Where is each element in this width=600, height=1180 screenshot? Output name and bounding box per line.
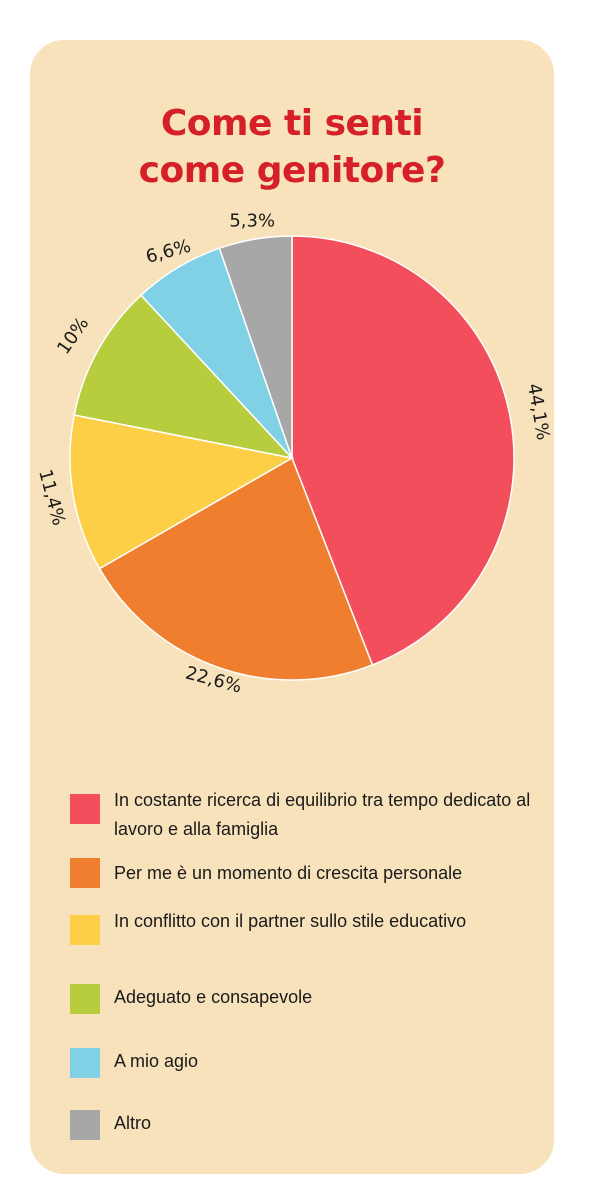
slice-conflitto	[69, 414, 295, 570]
legend-label: A mio agio	[114, 1051, 199, 1071]
title-line-1: Come ti senti	[160, 103, 424, 144]
legend-label: In conflitto con il partner sullo stile …	[114, 911, 467, 931]
chart-title: Come ti senti come genitore?	[30, 100, 554, 194]
legend-swatch	[70, 1048, 100, 1078]
slice-altro-value-label: 5,3%	[229, 210, 275, 231]
legend-label: Altro	[114, 1113, 152, 1133]
slice-adeguato	[73, 294, 295, 460]
slice-equilibrio-value-label: 44,1%	[523, 382, 554, 442]
slice-adeguato-value-label: 10%	[53, 313, 93, 358]
legend-swatch	[70, 1110, 100, 1140]
legend-label: Per me è un momento di crescita personal…	[114, 863, 463, 883]
title-line-2: come genitore?	[138, 150, 446, 191]
legend-label: Adeguato e consapevole	[114, 987, 313, 1007]
legend-swatch	[70, 858, 100, 888]
slice-conflitto-value-label: 11,4%	[34, 467, 69, 528]
legend-swatch	[70, 984, 100, 1014]
slice-altro	[218, 235, 293, 459]
legend-swatch	[70, 915, 100, 945]
slice-equilibrio	[291, 235, 515, 666]
legend-swatch	[70, 794, 100, 824]
slice-crescita	[98, 456, 374, 681]
pie-chart: 44,1%22,6%11,4%10%6,6%5,3%	[34, 210, 554, 697]
legend-label: In costante ricerca di equilibrio tra te…	[114, 790, 531, 839]
